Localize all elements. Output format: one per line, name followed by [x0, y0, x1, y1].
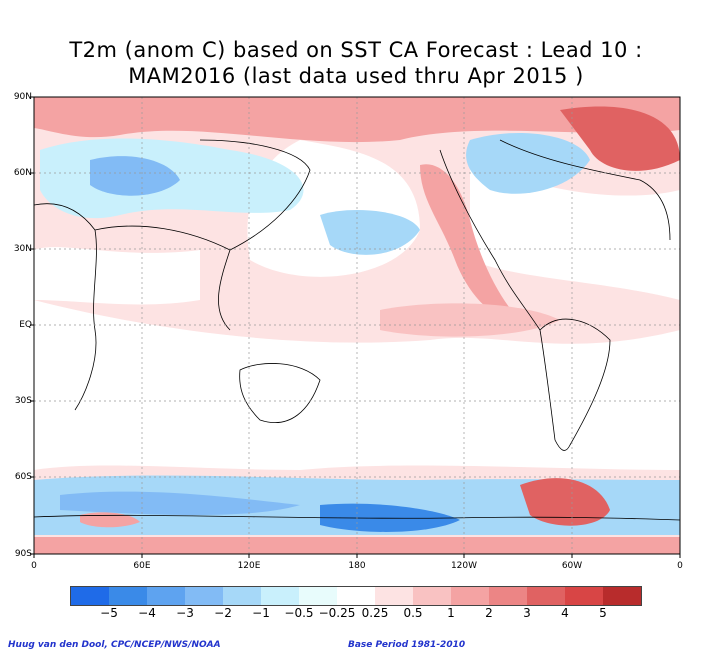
colorbar-swatch: [299, 587, 337, 605]
neutral-north-america: [470, 160, 680, 300]
colorbar-tick-label: −2: [214, 606, 232, 620]
colorbar-tick-label: 4: [561, 606, 569, 620]
neutral-africa-india: [34, 247, 200, 305]
lon-label-60w: 60W: [561, 561, 583, 571]
colorbar-swatch: [527, 587, 565, 605]
lat-label-90s: 90S: [14, 549, 32, 559]
tropical-pacific-warm: [380, 303, 560, 337]
coast-antarctica: [34, 514, 680, 521]
colorbar-swatch: [261, 587, 299, 605]
colorbar-tick-label: 3: [523, 606, 531, 620]
lon-label-180: 180: [348, 561, 366, 571]
chart-title-line1: T2m (anom C) based on SST CA Forecast : …: [69, 38, 643, 62]
lat-label-90n: 90N: [13, 92, 32, 102]
colorbar-tick-label: 2: [485, 606, 493, 620]
colorbar-tick-label: 5: [599, 606, 607, 620]
antarctic-warm-band: [34, 537, 680, 554]
colorbar-tick-label: 1: [447, 606, 455, 620]
antarctic-cool-core: [320, 503, 460, 532]
coast-africa-west: [34, 203, 97, 411]
lon-label-60e: 60E: [133, 561, 151, 571]
antarctic-warm-patch: [80, 512, 140, 528]
colorbar-tick-label: −1: [252, 606, 270, 620]
colorbar-swatch: [71, 587, 109, 605]
colorbar-swatch: [337, 587, 375, 605]
lon-label-0-east: 0: [677, 561, 683, 571]
lat-label-60s: 60S: [14, 472, 32, 482]
colorbar-swatch: [489, 587, 527, 605]
colorbar-tick-label: 0.25: [361, 606, 389, 620]
southern-ocean-cool-core-west: [60, 491, 300, 515]
colorbar-swatch: [375, 587, 413, 605]
lat-label-eq: EQ: [19, 320, 32, 330]
canada-cool-area: [466, 132, 590, 194]
colorbar-swatch: [565, 587, 603, 605]
lat-label-30n: 30N: [13, 244, 32, 254]
coast-east-asia: [199, 139, 311, 251]
coast-south-asia: [94, 225, 231, 331]
credit-author: Huug van den Dool, CPC/NCEP/NWS/NOAA: [8, 640, 221, 650]
siberia-cool-core: [90, 156, 180, 196]
lon-label-120e: 120E: [237, 561, 261, 571]
colorbar-swatch: [185, 587, 223, 605]
lat-label-30s: 30S: [14, 396, 32, 406]
pacific-cool-area: [320, 210, 420, 255]
neutral-tropics-south: [34, 300, 680, 470]
colorbar-tick-label: −4: [138, 606, 156, 620]
credit-base-period: Base Period 1981-2010: [348, 640, 466, 650]
colorbar-tick-label: −5: [100, 606, 118, 620]
colorbar-swatch: [413, 587, 451, 605]
coast-north-america-west: [439, 149, 541, 331]
colorbar-tick-label: −0.5: [284, 606, 314, 620]
colorbar-tick-label: −0.25: [318, 606, 356, 620]
arctic-warm-band: [34, 97, 680, 143]
colorbar-swatch: [147, 587, 185, 605]
ne-pacific-warm-tongue: [420, 164, 520, 321]
greenland-warm-core: [560, 106, 680, 171]
colorbar-swatch: [603, 587, 641, 605]
map-ticks: [30, 96, 681, 558]
chart-title-line2: MAM2016 (last data used thru Apr 2015 ): [128, 64, 584, 88]
colorbar-swatch: [223, 587, 261, 605]
lon-label-0: 0: [31, 561, 37, 571]
colorbar-swatch: [451, 587, 489, 605]
colorbar-legend: [70, 586, 642, 606]
lat-label-60n: 60N: [13, 168, 32, 178]
coast-north-america-east: [499, 139, 671, 241]
graticule: [34, 97, 680, 554]
colorbar-swatch: [109, 587, 147, 605]
colorbar-tick-label: −3: [176, 606, 194, 620]
weddell-warm-core: [520, 478, 610, 526]
colorbar-tick-label: 0.5: [403, 606, 423, 620]
lon-label-120w: 120W: [450, 561, 478, 571]
